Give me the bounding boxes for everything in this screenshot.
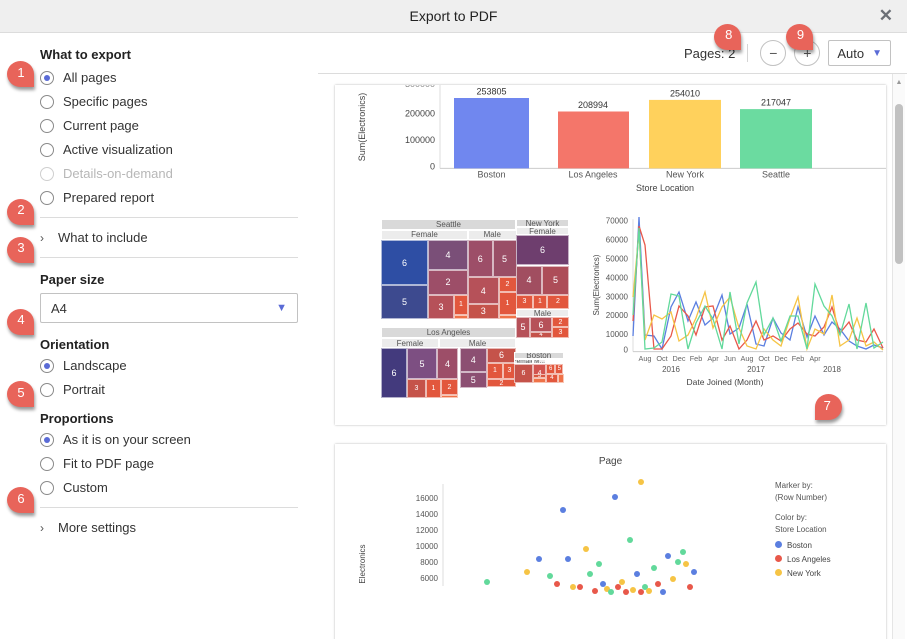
svg-text:8000: 8000 (420, 558, 438, 567)
svg-text:2017: 2017 (747, 365, 765, 374)
svg-text:50000: 50000 (606, 255, 629, 264)
svg-text:Jun: Jun (724, 354, 736, 363)
svg-text:30000: 30000 (606, 292, 629, 301)
svg-text:Dec: Dec (775, 354, 788, 363)
svg-text:70000: 70000 (606, 217, 629, 226)
svg-text:10000: 10000 (606, 330, 629, 339)
svg-text:2018: 2018 (823, 365, 841, 374)
svg-text:Date Joined (Month): Date Joined (Month) (686, 377, 763, 387)
svg-text:Sum(Electronics): Sum(Electronics) (592, 254, 601, 315)
svg-text:Apr: Apr (707, 354, 719, 363)
svg-text:Electronics: Electronics (358, 544, 367, 583)
svg-text:20000: 20000 (606, 311, 629, 320)
svg-text:0: 0 (624, 346, 629, 355)
svg-text:2016: 2016 (662, 365, 680, 374)
svg-text:Dec: Dec (673, 354, 686, 363)
svg-text:16000: 16000 (416, 494, 439, 503)
svg-text:Feb: Feb (690, 354, 703, 363)
svg-text:Oct: Oct (656, 354, 667, 363)
svg-text:12000: 12000 (416, 526, 439, 535)
svg-text:Aug: Aug (741, 354, 754, 363)
svg-text:Oct: Oct (758, 354, 769, 363)
svg-text:40000: 40000 (606, 273, 629, 282)
svg-text:10000: 10000 (416, 542, 439, 551)
svg-text:Aug: Aug (639, 354, 652, 363)
svg-text:60000: 60000 (606, 236, 629, 245)
svg-text:6000: 6000 (420, 574, 438, 583)
svg-text:Feb: Feb (792, 354, 805, 363)
svg-text:Apr: Apr (809, 354, 821, 363)
svg-text:14000: 14000 (416, 510, 439, 519)
